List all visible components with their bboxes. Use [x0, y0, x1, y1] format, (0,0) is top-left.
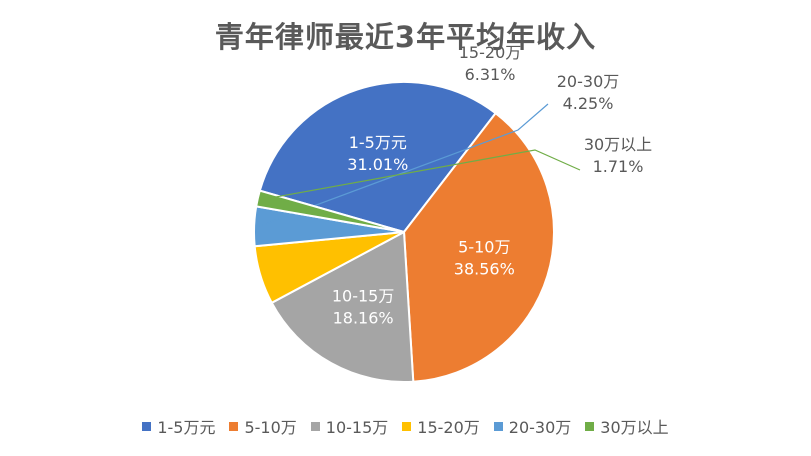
- legend-item-1: 1-5万元: [142, 414, 215, 438]
- leader-line-5: [258, 103, 549, 227]
- legend-swatch-5: [493, 421, 503, 431]
- legend-swatch-3: [310, 421, 320, 431]
- pie-slice-3: [270, 230, 415, 383]
- legend-label-6: 30万以上: [600, 418, 669, 437]
- pie-slice-6: [255, 189, 405, 233]
- legend-swatch-1: [142, 421, 152, 431]
- slice-label-name-5: 20-30万: [557, 72, 620, 91]
- legend-item-6: 30万以上: [585, 414, 669, 438]
- slice-label-value-3: 18.16%: [333, 308, 394, 327]
- slice-label-name-3: 10-15万: [332, 286, 395, 305]
- chart-legend: 1-5万元 5-10万 10-15万 15-20万 20-30万 30万以上: [0, 414, 811, 438]
- chart-title: 青年律师最近3年平均年收入: [214, 20, 597, 54]
- legend-swatch-4: [402, 421, 412, 431]
- legend-item-4: 15-20万: [402, 414, 480, 438]
- legend-label-5: 20-30万: [508, 418, 572, 437]
- slice-label-name-2: 5-10万: [458, 238, 510, 257]
- slice-label-value-6: 1.71%: [593, 157, 644, 176]
- slice-label-value-5: 4.25%: [563, 94, 614, 113]
- legend-label-2: 5-10万: [244, 418, 297, 437]
- slice-label-name-1: 1-5万元: [349, 133, 407, 152]
- legend-label-1: 1-5万元: [157, 418, 216, 437]
- leader-line-6: [262, 149, 581, 201]
- slice-label-value-1: 31.01%: [347, 155, 408, 174]
- slice-label-name-4: 15-20万: [459, 43, 522, 62]
- legend-item-2: 5-10万: [229, 414, 297, 438]
- slice-label-value-2: 38.56%: [454, 260, 515, 279]
- pie-slice-1: [258, 81, 497, 234]
- legend-label-4: 15-20万: [417, 418, 480, 437]
- legend-swatch-2: [229, 421, 239, 431]
- legend-item-3: 10-15万: [310, 414, 389, 438]
- slice-label-name-6: 30万以上: [584, 135, 652, 154]
- legend-item-5: 20-30万: [493, 414, 572, 438]
- slice-label-value-4: 6.31%: [465, 65, 516, 84]
- legend-swatch-6: [585, 421, 595, 431]
- pie-slice-2: [402, 111, 555, 383]
- legend-label-3: 10-15万: [325, 418, 389, 437]
